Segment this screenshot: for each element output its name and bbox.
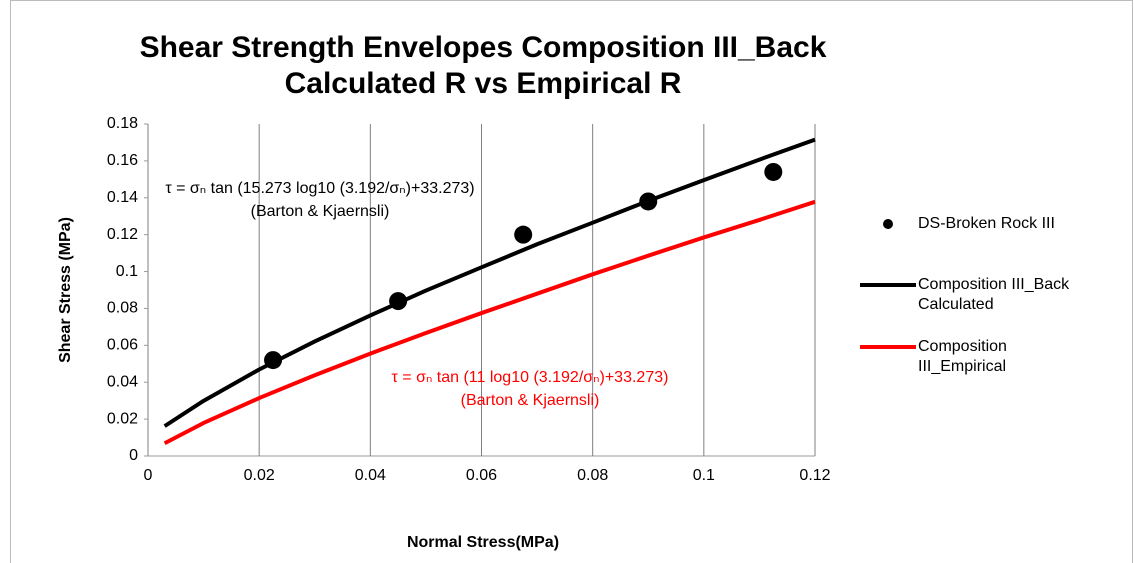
legend-marker — [883, 219, 893, 229]
x-tick-label: 0 — [144, 467, 153, 484]
x-tick-label: 0.06 — [466, 467, 497, 484]
x-tick-label: 0.08 — [577, 467, 608, 484]
x-tick-label: 0.1 — [693, 467, 715, 484]
annotation: (Barton & Kjaernsli) — [251, 203, 390, 220]
x-axis-label: Normal Stress(MPa) — [407, 534, 559, 551]
y-tick-label: 0.1 — [116, 263, 138, 280]
line-series — [163, 137, 816, 428]
annotation: (Barton & Kjaernsli) — [461, 392, 600, 409]
chart-border — [10, 0, 1133, 563]
legend-label: DS-Broken Rock III — [918, 215, 1055, 232]
y-axis-label: Shear Stress (MPa) — [57, 217, 74, 363]
annotation: τ = σₙ tan (15.273 log10 (3.192/σₙ)+33.2… — [165, 180, 474, 197]
x-tick-label: 0.02 — [244, 467, 275, 484]
line-series — [163, 199, 816, 446]
scatter-point — [514, 225, 533, 244]
annotation: τ = σₙ tan (11 log10 (3.192/σₙ)+33.273) — [392, 369, 669, 386]
y-tick-label: 0 — [129, 447, 138, 464]
y-tick-label: 0.18 — [107, 115, 138, 132]
y-tick-label: 0.06 — [107, 337, 138, 354]
x-tick-label: 0.04 — [355, 467, 386, 484]
y-tick-label: 0.08 — [107, 300, 138, 317]
legend-label: Composition III_Back Calculated — [918, 276, 1070, 313]
y-tick-label: 0.16 — [107, 152, 138, 169]
chart-title: Shear Strength Envelopes Composition III… — [139, 31, 827, 100]
legend-label: Composition III_Empirical — [918, 338, 1007, 375]
y-tick-label: 0.14 — [107, 189, 138, 206]
y-tick-label: 0.12 — [107, 226, 138, 243]
y-tick-label: 0.02 — [107, 410, 138, 427]
x-tick-label: 0.12 — [799, 467, 830, 484]
scatter-point — [764, 162, 783, 181]
y-tick-label: 0.04 — [107, 373, 138, 390]
